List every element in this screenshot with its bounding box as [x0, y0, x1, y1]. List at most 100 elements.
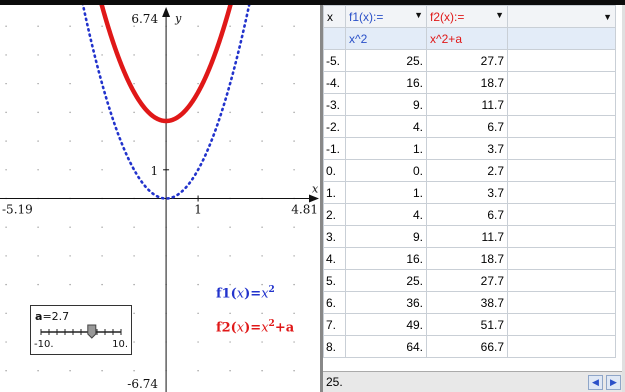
- empty-cell[interactable]: [507, 313, 616, 336]
- empty-cell[interactable]: [507, 137, 616, 160]
- formula-x-cell[interactable]: [323, 27, 346, 50]
- formula-f2-cell[interactable]: x^2+a: [426, 27, 508, 50]
- f1-cell[interactable]: 1.: [345, 137, 427, 160]
- empty-cell[interactable]: [507, 225, 616, 248]
- x-cell[interactable]: 1.: [323, 181, 346, 204]
- x-cell[interactable]: 6.: [323, 291, 346, 314]
- grid-dot: [197, 140, 199, 142]
- slider-a[interactable]: a=2.7 -10. 10.: [30, 305, 132, 355]
- triangle-right-icon[interactable]: ▶: [606, 375, 621, 390]
- col-f2-header[interactable]: f2(x):= ▼: [426, 5, 508, 28]
- f2-cell[interactable]: 18.7: [426, 247, 508, 270]
- grid-dot: [101, 169, 103, 171]
- f1-cell[interactable]: 4.: [345, 115, 427, 138]
- y-min-label[interactable]: -6.74: [127, 377, 158, 391]
- f2-cell[interactable]: 6.7: [426, 115, 508, 138]
- lists-spreadsheet[interactable]: x f1(x):= ▼ f2(x):= ▼ ▼ x^2 x^2+a -5. 25. 27…: [323, 5, 625, 392]
- x-cell[interactable]: 0.: [323, 159, 346, 182]
- x-cell[interactable]: -5.: [323, 49, 346, 72]
- f1-cell[interactable]: 9.: [345, 93, 427, 116]
- grid-dot: [101, 25, 103, 27]
- triangle-left-icon[interactable]: ◀: [588, 375, 603, 390]
- grid-dot: [5, 283, 7, 286]
- f2-cell[interactable]: 27.7: [426, 49, 508, 72]
- f1-cell[interactable]: 1.: [345, 181, 427, 204]
- empty-cell[interactable]: [507, 181, 616, 204]
- empty-cell[interactable]: [507, 269, 616, 292]
- empty-cell[interactable]: [507, 335, 616, 358]
- f1-cell[interactable]: 64.: [345, 335, 427, 358]
- col-x-header[interactable]: x: [323, 5, 346, 28]
- entry-line[interactable]: 25. ◀ ▶: [323, 371, 625, 392]
- dropdown-triangle-icon[interactable]: ▼: [414, 9, 423, 20]
- slider-track-svg[interactable]: [31, 306, 131, 354]
- x-cell[interactable]: 5.: [323, 269, 346, 292]
- empty-cell[interactable]: [507, 115, 616, 138]
- formula-empty-cell[interactable]: [507, 27, 616, 50]
- f2-label[interactable]: f2(x)=x2+a: [216, 319, 295, 336]
- f2-cell[interactable]: 66.7: [426, 335, 508, 358]
- f2-cell[interactable]: 6.7: [426, 203, 508, 226]
- empty-cell[interactable]: [507, 71, 616, 94]
- f1-label[interactable]: f1(x)=x2: [216, 285, 275, 302]
- f2-cell[interactable]: 38.7: [426, 291, 508, 314]
- x-cell[interactable]: -3.: [323, 93, 346, 116]
- vertical-scrollbar[interactable]: [622, 5, 625, 392]
- graph-canvas[interactable]: 6.74 -6.74 -5.19 4.81 1 1 x y: [0, 5, 320, 392]
- empty-cell[interactable]: [507, 49, 616, 72]
- f1-exp: 2: [268, 285, 275, 295]
- f2-cell[interactable]: 3.7: [426, 181, 508, 204]
- f2-cell[interactable]: 27.7: [426, 269, 508, 292]
- dropdown-triangle-icon[interactable]: ▼: [495, 9, 504, 20]
- grid-dot: [101, 370, 103, 372]
- grid-dot: [5, 82, 7, 85]
- graph-view[interactable]: 6.74 -6.74 -5.19 4.81 1 1 x y f1(x)=x2 f…: [0, 5, 320, 392]
- x-cell[interactable]: -2.: [323, 115, 346, 138]
- grid-dot: [69, 140, 71, 142]
- empty-cell[interactable]: [507, 291, 616, 314]
- f1-cell[interactable]: 9.: [345, 225, 427, 248]
- f1-cell[interactable]: 49.: [345, 313, 427, 336]
- f2-cell[interactable]: 11.7: [426, 225, 508, 248]
- grid-dot: [293, 312, 295, 315]
- y-max-label[interactable]: 6.74: [131, 12, 158, 26]
- f1-cell[interactable]: 25.: [345, 49, 427, 72]
- f1-curve[interactable]: [75, 5, 257, 200]
- empty-cell[interactable]: [507, 247, 616, 270]
- x-max-label[interactable]: 4.81: [291, 203, 318, 217]
- f2-cell[interactable]: 3.7: [426, 137, 508, 160]
- x-cell[interactable]: 8.: [323, 335, 346, 358]
- x-cell[interactable]: -4.: [323, 71, 346, 94]
- col-f1-header[interactable]: f1(x):= ▼: [345, 5, 427, 28]
- empty-cell[interactable]: [507, 203, 616, 226]
- f2-cell[interactable]: 11.7: [426, 93, 508, 116]
- f2-cell[interactable]: 51.7: [426, 313, 508, 336]
- f2-curve[interactable]: [92, 5, 241, 124]
- dropdown-triangle-icon[interactable]: ▼: [603, 11, 612, 22]
- f1-cell[interactable]: 36.: [345, 291, 427, 314]
- f1-cell[interactable]: 25.: [345, 269, 427, 292]
- x-cell[interactable]: 2.: [323, 203, 346, 226]
- f2-cell[interactable]: 18.7: [426, 71, 508, 94]
- f1-arg: x: [236, 286, 245, 302]
- table-row: 6. 36. 38.7: [323, 291, 616, 314]
- split-divider[interactable]: [320, 5, 323, 392]
- empty-cell[interactable]: [507, 159, 616, 182]
- f1-cell[interactable]: 16.: [345, 71, 427, 94]
- grid-dot: [5, 54, 7, 56]
- empty-cell[interactable]: [507, 93, 616, 116]
- x-cell[interactable]: 3.: [323, 225, 346, 248]
- x-min-label[interactable]: -5.19: [2, 203, 33, 217]
- slider-thumb-icon[interactable]: [87, 324, 97, 339]
- f1-cell[interactable]: 0.: [345, 159, 427, 182]
- f1-cell[interactable]: 4.: [345, 203, 427, 226]
- x-cell[interactable]: 4.: [323, 247, 346, 270]
- col-empty-header[interactable]: ▼: [507, 5, 616, 28]
- formula-f1-cell[interactable]: x^2: [345, 27, 427, 50]
- entry-value[interactable]: 25.: [326, 375, 343, 389]
- f2-cell[interactable]: 2.7: [426, 159, 508, 182]
- x-cell[interactable]: 7.: [323, 313, 346, 336]
- grid-dot: [197, 255, 199, 257]
- x-cell[interactable]: -1.: [323, 137, 346, 160]
- f1-cell[interactable]: 16.: [345, 247, 427, 270]
